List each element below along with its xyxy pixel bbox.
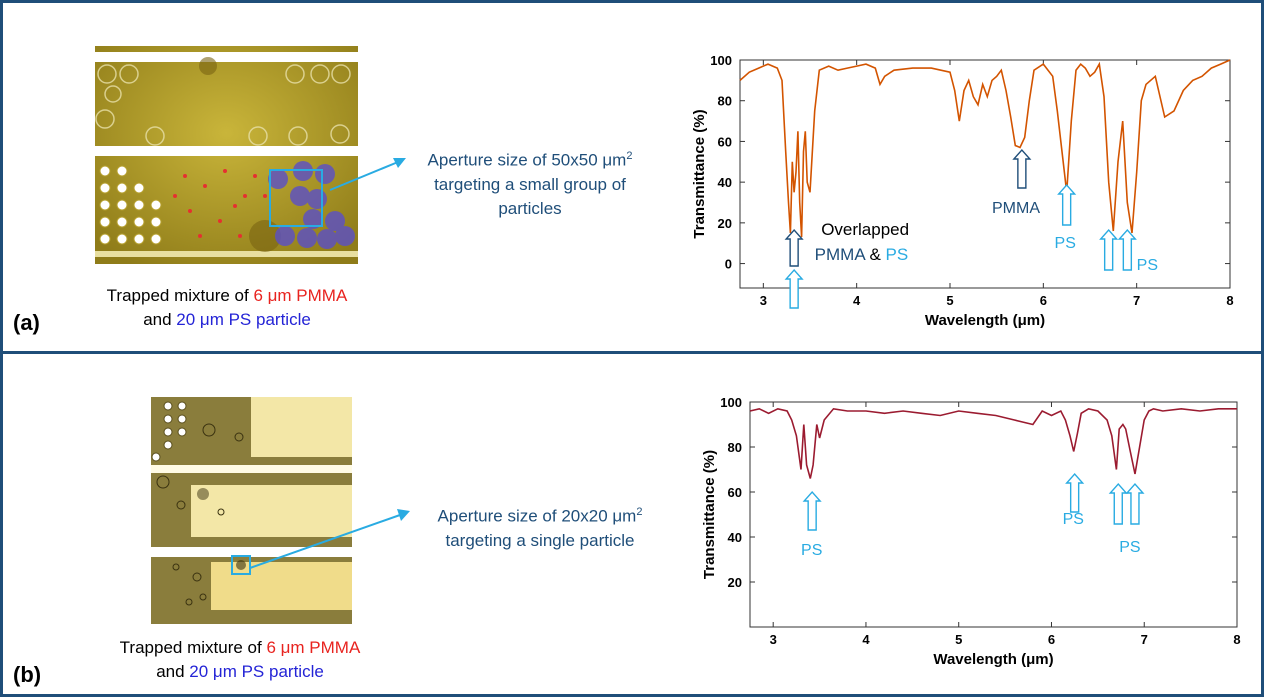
- aperture-a-line1: Aperture size of 50x50 μm: [427, 150, 627, 170]
- chart-a-xtick-label: 3: [760, 293, 767, 308]
- chart-b-annot-ps0: PS: [801, 542, 822, 559]
- chart-b-plot-area: [749, 401, 1238, 628]
- micrograph-b-drawing: [151, 397, 352, 624]
- caption-a-ps: 20 μm PS particle: [176, 310, 311, 329]
- chart-b-xtick-label: 4: [862, 632, 870, 647]
- chart-a-xtick-label: 6: [1040, 293, 1047, 308]
- microscope-image-a: [95, 46, 358, 264]
- aperture-text-b: Aperture size of 20x20 μm2 targeting a s…: [410, 500, 670, 553]
- callout-arrow-a: [329, 158, 406, 191]
- chart-a-annot-overlapped: Overlapped: [821, 220, 909, 239]
- chart-b-ytick-label: 20: [728, 575, 742, 590]
- chart-a-xtick-label: 5: [946, 293, 953, 308]
- chart-a-series-line: [739, 59, 1231, 238]
- caption-a: Trapped mixture of 6 μm PMMA and 20 μm P…: [57, 284, 397, 332]
- microscope-image-b: [151, 397, 352, 624]
- chart-b-arrow-ps2a: [1108, 482, 1128, 525]
- chart-a-xtick-label: 4: [853, 293, 861, 308]
- panel-label-b: (b): [13, 662, 42, 687]
- chart-b-xtick-label: 5: [955, 632, 962, 647]
- chart-b-ylabel: Transmittance (%): [701, 450, 718, 579]
- chart-a-ytick-label: 80: [718, 94, 732, 109]
- chart-a-arrow-pmma: [1012, 148, 1032, 189]
- chart-a-ytick-label: 40: [718, 175, 732, 190]
- chart-b-arrow-ps0: [802, 490, 822, 531]
- chart-b-xtick-label: 7: [1141, 632, 1148, 647]
- caption-a-line1: Trapped mixture of: [106, 286, 254, 305]
- caption-b: Trapped mixture of 6 μm PMMA and 20 μm P…: [70, 636, 410, 684]
- micrograph-a-drawing: [95, 46, 358, 264]
- chart-b: 3 4 5 6 7 8 20 40 60 80 100 Wavelength (μm) Transmit…: [701, 395, 1241, 668]
- caption-b-line1: Trapped mixture of: [119, 638, 267, 657]
- chart-a-xtick-label: 8: [1226, 293, 1233, 308]
- caption-a-pmma: 6 μm PMMA: [253, 286, 348, 305]
- chart-a-ytick-label: 100: [710, 53, 732, 68]
- chart-b-xlabel: Wavelength (μm): [933, 651, 1053, 668]
- chart-b-arrow-ps1: [1065, 472, 1085, 513]
- aperture-text-a: Aperture size of 50x50 μm2 targeting a s…: [410, 144, 650, 221]
- aperture-a-line2: targeting a small group of: [434, 174, 626, 194]
- chart-a-arrow-ps1: [1057, 183, 1077, 226]
- chart-a-ytick-label: 20: [718, 216, 732, 231]
- chart-b-ytick-label: 60: [728, 485, 742, 500]
- chart-a-arrow-overlapped-pmma: [784, 228, 804, 267]
- chart-a-xtick-label: 7: [1133, 293, 1140, 308]
- callout-arrow-b: [249, 509, 410, 569]
- chart-b-xtick-label: 8: [1233, 632, 1240, 647]
- aperture-b-line2: targeting a single particle: [445, 530, 635, 550]
- caption-b-ps: 20 μm PS particle: [189, 662, 324, 681]
- chart-a-annot-ps2: PS: [1137, 257, 1158, 274]
- chart-a-annot-pmma-ps: PMMA & PS: [815, 245, 909, 264]
- chart-b-ytick-label: 80: [728, 440, 742, 455]
- aperture-b-sup: 2: [636, 506, 643, 518]
- chart-a-arrow-ps2b: [1117, 228, 1137, 271]
- chart-a-arrow-overlapped-ps: [784, 268, 804, 309]
- chart-b-annot-ps2: PS: [1119, 539, 1140, 556]
- panel-divider: [0, 351, 1264, 354]
- chart-b-series-line: [749, 407, 1237, 479]
- chart-a-arrow-ps2a: [1099, 228, 1119, 271]
- chart-b-ytick-label: 100: [720, 395, 742, 410]
- chart-b-arrow-ps2b: [1125, 482, 1145, 525]
- chart-a-annot-pmma: PMMA: [992, 200, 1040, 217]
- chart-b-xtick-label: 6: [1048, 632, 1055, 647]
- aperture-b-line1: Aperture size of 20x20 μm: [437, 506, 637, 526]
- chart-a-plot-area: [739, 59, 1231, 289]
- aperture-a-sup: 2: [626, 150, 633, 162]
- chart-a-annot-ps1: PS: [1055, 235, 1076, 252]
- aperture-a-line3: particles: [498, 198, 562, 218]
- chart-a-ytick-label: 0: [725, 257, 732, 272]
- caption-b-line2: and: [156, 662, 190, 681]
- chart-b-ytick-label: 40: [728, 530, 742, 545]
- chart-a-xlabel: Wavelength (μm): [925, 312, 1045, 329]
- chart-b-annot-ps1: PS: [1063, 511, 1084, 528]
- panel-label-a: (a): [13, 310, 40, 335]
- chart-b-xtick-label: 3: [770, 632, 777, 647]
- caption-a-line2: and: [143, 310, 177, 329]
- chart-a-ytick-label: 60: [718, 134, 732, 149]
- chart-a-ylabel: Transmittance (%): [691, 109, 708, 238]
- caption-b-pmma: 6 μm PMMA: [266, 638, 361, 657]
